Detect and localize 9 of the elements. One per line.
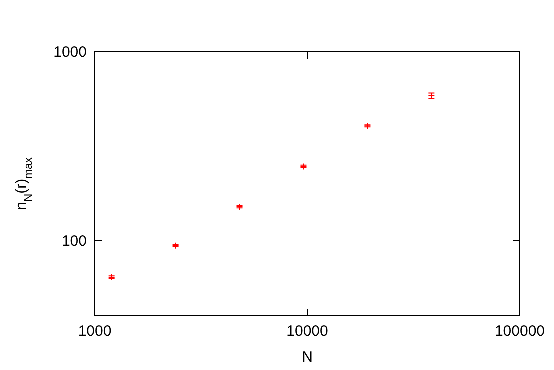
x-tick-label: 10000 <box>286 323 328 340</box>
x-tick-label: 100000 <box>494 323 546 340</box>
x-tick-label: 1000 <box>78 323 112 340</box>
y-tick-label: 100 <box>62 232 87 250</box>
point <box>364 122 372 130</box>
point <box>108 274 116 281</box>
x-axis-title: N <box>302 349 313 366</box>
point <box>172 242 180 250</box>
point <box>236 204 244 211</box>
